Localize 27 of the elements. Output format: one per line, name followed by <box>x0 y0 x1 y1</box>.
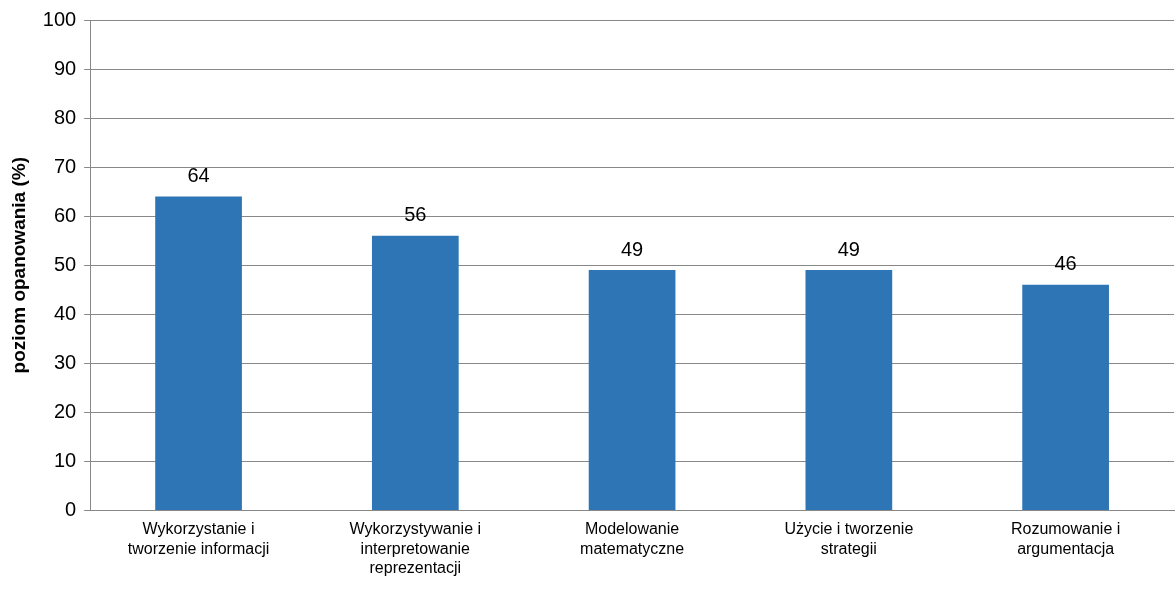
bar <box>1022 284 1109 510</box>
data-label: 46 <box>1054 252 1077 275</box>
y-tick-label: 10 <box>53 448 77 471</box>
y-tick-label: 20 <box>53 399 77 422</box>
x-tick-label: Wykorzystanie i tworzenie informacji <box>127 520 270 557</box>
y-tick-label: 100 <box>42 7 77 30</box>
y-tick-label: 0 <box>65 497 77 520</box>
y-tick-label: 70 <box>53 154 77 177</box>
bar <box>805 270 893 510</box>
x-tick-label: Modelowanie matematyczne <box>580 520 685 557</box>
y-tick-label: 30 <box>53 350 77 373</box>
bar <box>588 270 676 510</box>
y-tick-label: 40 <box>53 301 77 324</box>
data-label: 64 <box>187 164 210 187</box>
data-label: 49 <box>837 237 860 260</box>
x-tick-label: Wykorzystywanie i interpretowanie reprezentacji <box>349 520 482 576</box>
bar <box>371 235 459 510</box>
y-tick-label: 90 <box>53 56 77 79</box>
data-label: 56 <box>404 203 427 226</box>
data-label: 49 <box>620 237 644 260</box>
y-tick-label: 50 <box>53 252 77 275</box>
y-tick-label: 80 <box>53 105 77 128</box>
y-tick-label: 60 <box>53 203 77 226</box>
x-tick-label: Użycie i tworzenie strategii <box>784 520 914 557</box>
x-tick-label: Rozumowanie i argumentacja <box>1010 520 1121 557</box>
bar <box>155 196 242 510</box>
y-axis-title: poziom opanowania (%) <box>7 157 29 374</box>
